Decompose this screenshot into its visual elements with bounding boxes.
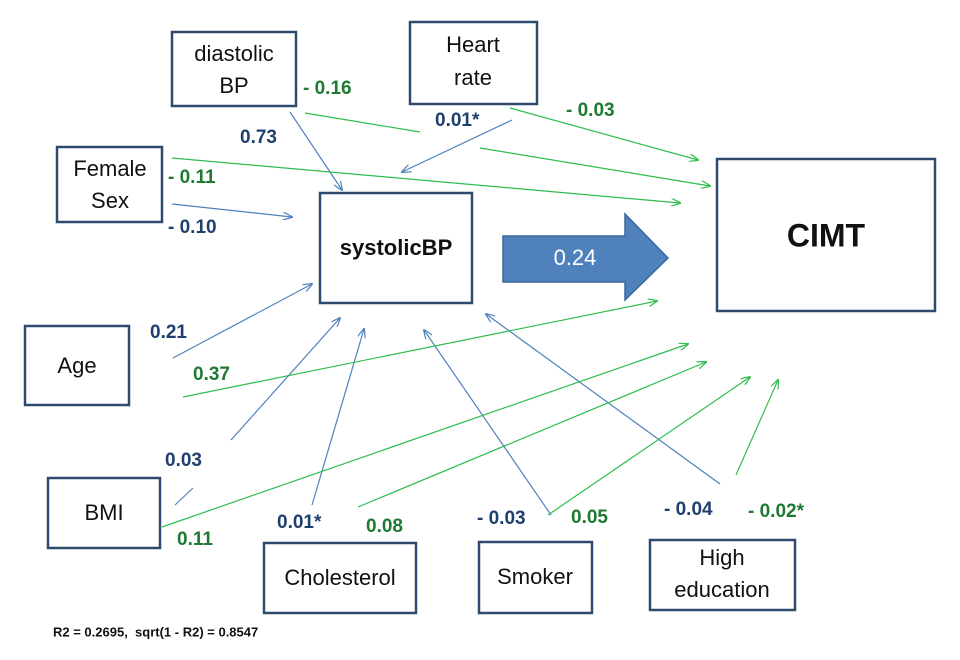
edge-label: - 0.03 xyxy=(477,508,526,529)
node-label: Age xyxy=(57,353,96,378)
node-box xyxy=(477,540,594,615)
edge-label: - 0.03 xyxy=(566,100,615,121)
node-box xyxy=(23,324,131,407)
edge-label: - 0.11 xyxy=(168,167,216,188)
node-box xyxy=(170,30,298,108)
node-label: Sex xyxy=(91,188,129,213)
edge-label: 0.11 xyxy=(177,529,213,550)
arrow xyxy=(424,330,552,516)
arrow xyxy=(289,111,342,190)
main-effect: 0.24 xyxy=(554,245,597,270)
node-label: CIMT xyxy=(787,217,866,253)
arrow xyxy=(357,362,706,508)
node-box xyxy=(318,191,474,305)
arrow xyxy=(171,203,292,217)
node-box xyxy=(55,145,164,224)
edge-label: 0.03 xyxy=(165,450,202,471)
arrow xyxy=(311,329,364,506)
node-label: rate xyxy=(454,65,492,90)
arrow xyxy=(161,344,688,528)
edge-label: 0.05 xyxy=(571,507,608,528)
edge-labels: - 0.16 0.73 0.01* - 0.03 - 0.11 - 0.10 0… xyxy=(150,78,805,550)
arrow xyxy=(486,314,721,485)
edge-label: 0.21 xyxy=(150,322,187,343)
arrow xyxy=(230,318,340,441)
main-arrow xyxy=(502,212,670,302)
arrow xyxy=(174,487,194,506)
arrow xyxy=(509,107,698,160)
node-box xyxy=(408,20,539,106)
node-box xyxy=(648,538,797,612)
node-label: Cholesterol xyxy=(284,565,395,590)
arrow xyxy=(735,380,778,476)
nodes: diastolic BP Heart rate Female Sex systo… xyxy=(23,20,937,615)
node-label: Heart xyxy=(446,32,500,57)
node-box xyxy=(715,157,937,313)
edge-label: 0.01* xyxy=(277,512,322,533)
edge-label: - 0.16 xyxy=(303,78,352,99)
edge-label: 0.01* xyxy=(435,110,480,131)
node-box xyxy=(262,541,418,615)
edge-label: - 0.10 xyxy=(168,217,217,238)
arrow xyxy=(171,157,680,203)
edge-label: 0.37 xyxy=(193,364,230,385)
arrows xyxy=(161,107,778,528)
node-label: Female xyxy=(73,156,146,181)
node-label: BMI xyxy=(84,500,123,525)
node-label: systolicBP xyxy=(340,235,453,260)
node-box xyxy=(46,476,162,550)
node-label: education xyxy=(674,577,769,602)
edge-label: - 0.04 xyxy=(664,499,713,520)
edge-label: - 0.02* xyxy=(748,501,805,522)
arrow xyxy=(182,301,657,398)
footnote: R2 = 0.2695, sqrt(1 - R2) = 0.8547 xyxy=(53,624,258,639)
node-label: diastolic xyxy=(194,41,273,66)
arrow xyxy=(402,119,513,172)
arrow xyxy=(172,284,312,359)
node-label: Smoker xyxy=(497,564,573,589)
arrow xyxy=(479,147,710,186)
arrow xyxy=(547,377,750,516)
edge-label: 0.08 xyxy=(366,516,403,537)
node-label: BP xyxy=(219,73,248,98)
node-label: High xyxy=(699,545,744,570)
arrow xyxy=(304,112,421,133)
edge-label: 0.73 xyxy=(240,127,277,148)
